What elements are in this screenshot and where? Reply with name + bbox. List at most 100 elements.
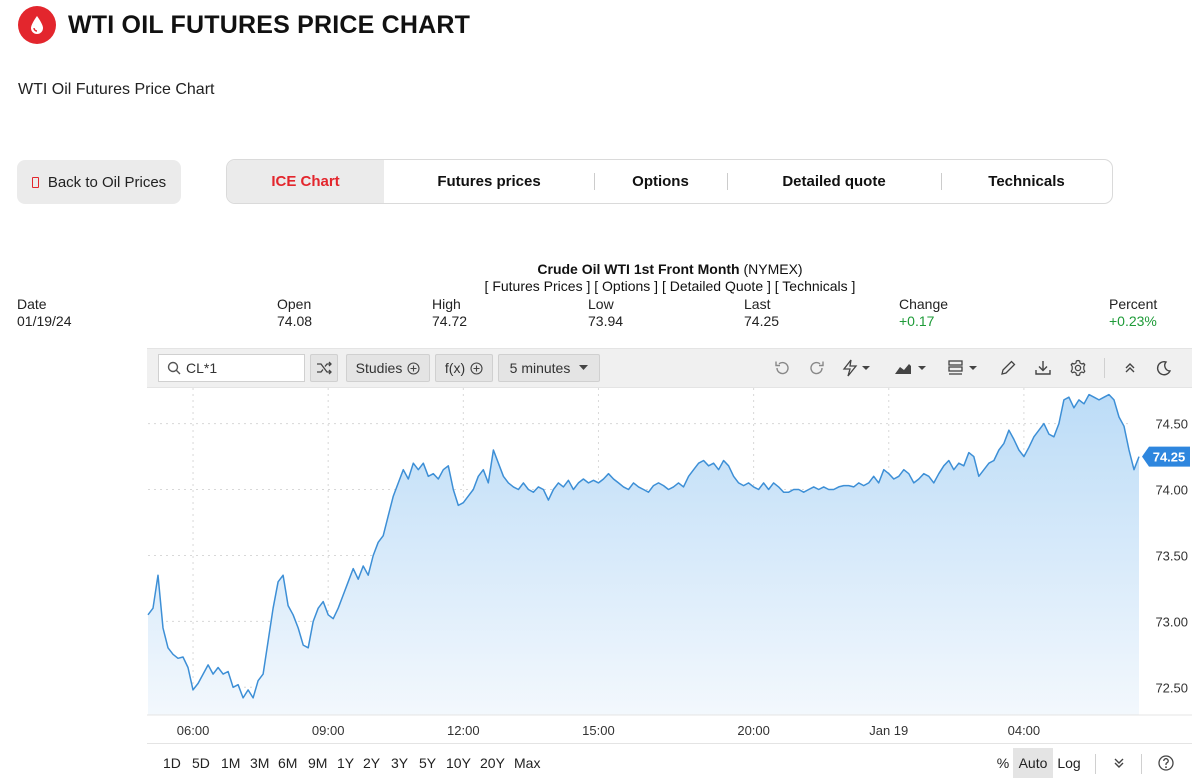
help-icon[interactable]	[1154, 752, 1178, 774]
quote-label: Percent	[1109, 296, 1158, 312]
tab-separator	[727, 173, 728, 190]
quote-label: Last	[744, 296, 771, 312]
download-icon[interactable]	[1031, 357, 1055, 379]
x-tick-label: 04:00	[1008, 723, 1041, 738]
quote-value: 74.25	[744, 313, 780, 329]
range-max[interactable]: Max	[514, 755, 541, 771]
pencil-icon[interactable]	[996, 357, 1020, 379]
undo-icon[interactable]	[770, 357, 794, 379]
quote-label: Open	[277, 296, 312, 312]
redo-icon[interactable]	[805, 357, 829, 379]
tab-technicals[interactable]: Technicals	[941, 160, 1112, 203]
quote-label: Low	[588, 296, 614, 312]
tab-separator	[594, 173, 595, 190]
range-2y[interactable]: 2Y	[363, 755, 381, 771]
quote-value: 73.94	[588, 313, 624, 329]
log-scale-option[interactable]: Log	[1055, 748, 1083, 778]
last-price-marker	[1142, 446, 1190, 467]
chart-tabs: ICE Chart Futures prices Options Detaile…	[226, 159, 1113, 204]
tab-options[interactable]: Options	[594, 160, 727, 203]
range-3y[interactable]: 3Y	[391, 755, 409, 771]
quote-value: +0.23%	[1109, 313, 1157, 329]
tab-label: Futures prices	[437, 173, 541, 190]
quote-value: 74.72	[432, 313, 468, 329]
settings-icon[interactable]	[1066, 357, 1090, 379]
exchange-name: (NYMEX)	[743, 261, 803, 277]
plus-circle-icon	[470, 361, 483, 375]
tab-detailed-quote[interactable]: Detailed quote	[727, 160, 941, 203]
range-6m[interactable]: 6M	[278, 755, 298, 771]
interval-dropdown[interactable]: 5 minutes	[498, 354, 600, 382]
range-divider	[1095, 754, 1096, 774]
quote-low: Low 73.94	[588, 296, 623, 330]
quote-label: Change	[899, 296, 949, 312]
range-10y[interactable]: 10Y	[446, 755, 471, 771]
range-1m[interactable]: 1M	[221, 755, 241, 771]
quote-date: Date 01/19/24	[17, 296, 72, 330]
quote-high: High 74.72	[432, 296, 467, 330]
back-icon	[31, 176, 39, 188]
tab-label: Detailed quote	[782, 173, 886, 190]
quote-value: 01/19/24	[17, 313, 72, 329]
quote-value: +0.17	[899, 313, 935, 329]
interval-label: 5 minutes	[509, 360, 571, 376]
chart-header-links[interactable]: [ Futures Prices ] [ Options ] [ Detaile…	[484, 278, 856, 294]
price-chart[interactable]: 72.50 73.00 73.50 74.00 74.50 74.25 06:00 09:00…	[147, 388, 1192, 743]
quote-change: Change +0.17	[899, 296, 948, 330]
quote-value: 74.08	[277, 313, 313, 329]
scale-label: Auto	[1018, 755, 1048, 771]
chart-type-icon[interactable]	[891, 357, 931, 379]
fx-button[interactable]: f(x)	[435, 354, 493, 382]
instrument-name: Crude Oil WTI 1st Front Month	[537, 261, 740, 277]
back-button-label: Back to Oil Prices	[47, 173, 167, 191]
tab-label: Technicals	[988, 173, 1065, 190]
quote-label: High	[432, 296, 461, 312]
quote-last: Last 74.25	[744, 296, 779, 330]
quote-percent: Percent +0.23%	[1109, 296, 1157, 330]
last-price-label: 74.25	[1153, 450, 1186, 465]
drawing-tool-icon[interactable]	[839, 357, 875, 379]
toolbar-divider	[1104, 358, 1105, 378]
range-divider	[1141, 754, 1142, 774]
expand-down-icon[interactable]	[1107, 752, 1131, 774]
collapse-icon[interactable]	[1118, 357, 1142, 379]
quote-label: Date	[17, 296, 47, 312]
symbol-search-input[interactable]: CL*1	[158, 354, 305, 382]
page-subtitle: WTI Oil Futures Price Chart	[18, 81, 215, 98]
range-1d[interactable]: 1D	[163, 755, 181, 771]
x-tick-label: 20:00	[737, 723, 770, 738]
range-5y[interactable]: 5Y	[419, 755, 437, 771]
range-bar: 1D 5D 1M 3M 6M 9M 1Y 2Y 3Y 5Y 10Y 20Y Max % Auto Log	[147, 743, 1192, 783]
fx-label: f(x)	[444, 360, 466, 376]
studies-button[interactable]: Studies	[346, 354, 430, 382]
layout-icon[interactable]	[944, 357, 984, 379]
y-tick-label: 74.00	[1155, 483, 1188, 498]
page-title: WTI OIL FUTURES PRICE CHART	[68, 10, 471, 39]
caret-down-icon	[579, 365, 589, 370]
compare-button[interactable]	[310, 354, 338, 382]
tab-futures-prices[interactable]: Futures prices	[384, 160, 594, 203]
chart-toolbar: CL*1 Studies f(x) 5 minutes	[147, 348, 1192, 388]
symbol-value: CL*1	[186, 360, 218, 376]
x-tick-label: Jan 19	[869, 723, 908, 738]
auto-scale-option[interactable]: Auto	[1013, 748, 1053, 778]
compare-icon	[317, 361, 332, 375]
tab-label: ICE Chart	[271, 173, 340, 190]
back-to-oil-prices-button[interactable]: Back to Oil Prices	[17, 160, 181, 204]
range-9m[interactable]: 9M	[308, 755, 328, 771]
x-tick-label: 12:00	[447, 723, 480, 738]
page-header: WTI OIL FUTURES PRICE CHART	[18, 6, 470, 44]
oil-drop-icon	[18, 6, 56, 44]
tab-ice-chart[interactable]: ICE Chart	[227, 160, 384, 203]
x-tick-label: 15:00	[582, 723, 615, 738]
scale-label: Log	[1057, 755, 1081, 771]
range-20y[interactable]: 20Y	[480, 755, 505, 771]
percent-scale-option[interactable]: %	[996, 748, 1010, 778]
tab-label: Options	[632, 173, 689, 190]
range-1y[interactable]: 1Y	[337, 755, 355, 771]
range-3m[interactable]: 3M	[250, 755, 270, 771]
range-5d[interactable]: 5D	[192, 755, 210, 771]
y-tick-label: 73.50	[1155, 548, 1188, 563]
y-tick-label: 74.50	[1155, 417, 1188, 432]
dark-mode-icon[interactable]	[1152, 357, 1176, 379]
